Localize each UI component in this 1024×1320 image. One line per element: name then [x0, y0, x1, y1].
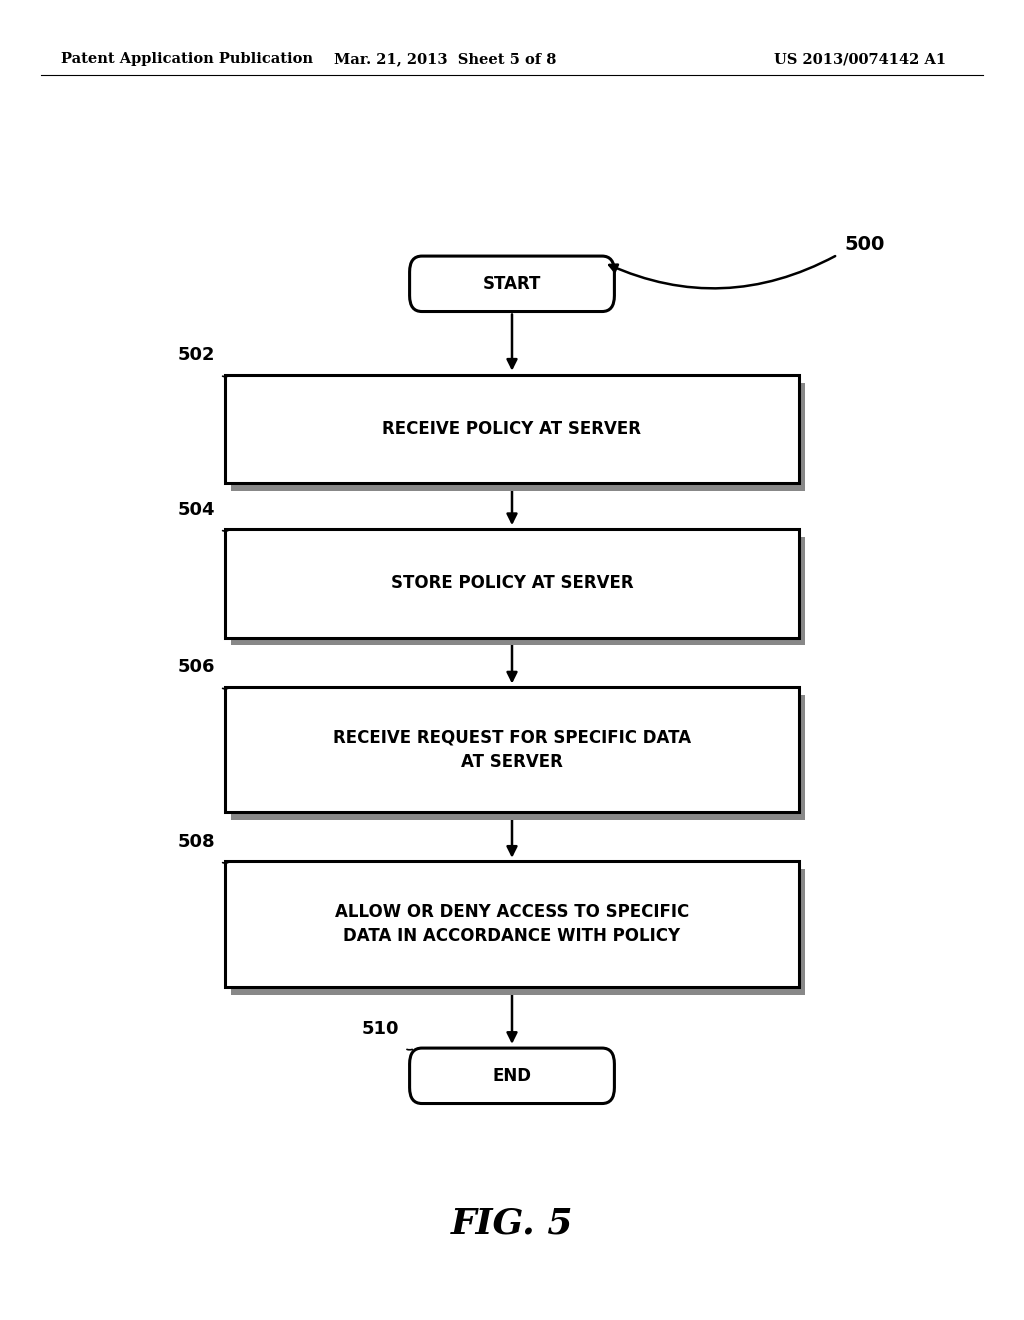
Text: Patent Application Publication: Patent Application Publication [61, 53, 313, 66]
Text: 502: 502 [177, 346, 215, 364]
Text: STORE POLICY AT SERVER: STORE POLICY AT SERVER [391, 574, 633, 593]
FancyBboxPatch shape [410, 1048, 614, 1104]
FancyBboxPatch shape [225, 529, 799, 638]
FancyBboxPatch shape [231, 537, 805, 645]
FancyBboxPatch shape [225, 686, 799, 812]
Text: FIG. 5: FIG. 5 [451, 1206, 573, 1241]
Text: 500: 500 [845, 235, 885, 253]
Text: 510: 510 [361, 1019, 399, 1038]
FancyBboxPatch shape [231, 383, 805, 491]
Text: RECEIVE REQUEST FOR SPECIFIC DATA
AT SERVER: RECEIVE REQUEST FOR SPECIFIC DATA AT SER… [333, 729, 691, 771]
Text: 504: 504 [177, 500, 215, 519]
Text: START: START [482, 275, 542, 293]
FancyBboxPatch shape [231, 694, 805, 820]
Text: 506: 506 [177, 659, 215, 676]
FancyBboxPatch shape [410, 256, 614, 312]
Text: 508: 508 [177, 833, 215, 851]
Text: US 2013/0074142 A1: US 2013/0074142 A1 [774, 53, 946, 66]
Text: RECEIVE POLICY AT SERVER: RECEIVE POLICY AT SERVER [383, 420, 641, 438]
FancyBboxPatch shape [225, 375, 799, 483]
FancyBboxPatch shape [231, 869, 805, 995]
FancyBboxPatch shape [225, 861, 799, 987]
Text: ALLOW OR DENY ACCESS TO SPECIFIC
DATA IN ACCORDANCE WITH POLICY: ALLOW OR DENY ACCESS TO SPECIFIC DATA IN… [335, 903, 689, 945]
Text: Mar. 21, 2013  Sheet 5 of 8: Mar. 21, 2013 Sheet 5 of 8 [334, 53, 557, 66]
Text: END: END [493, 1067, 531, 1085]
